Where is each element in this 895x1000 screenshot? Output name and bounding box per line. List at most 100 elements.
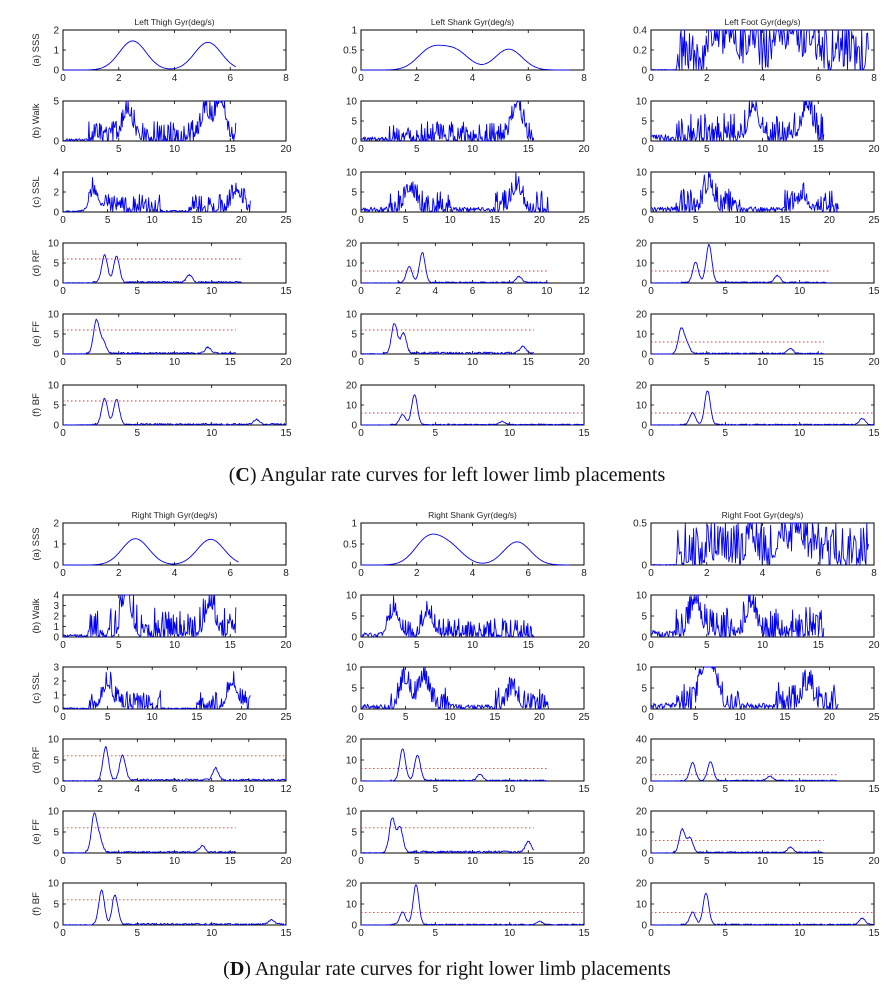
y-tick-label: 2 [53,519,59,530]
x-tick-label: 8 [283,73,289,84]
x-tick-label: 15 [868,428,880,439]
x-tick-label: 15 [868,784,880,795]
y-tick-label: 0 [351,561,357,572]
x-tick-label: 20 [868,357,880,368]
subplot-d-r3-c1: 0 5 10 15 0 10 20 [346,735,590,796]
x-tick-label: 10 [467,640,479,651]
x-tick-label: 6 [525,73,531,84]
x-tick-label: 12 [578,286,590,297]
y-tick-label: 0 [53,633,59,644]
subplot-d-r4-c2: 0 5 10 15 20 0 10 20 [636,807,880,868]
x-tick-label: 10 [757,144,769,155]
x-tick-label: 8 [581,568,587,579]
x-tick-label: 5 [135,928,141,939]
x-tick-label: 0 [60,784,66,795]
subplot-d-r5-c2: 0 5 10 15 0 10 20 [636,879,880,940]
signal-trace [62,812,236,854]
axes-frame [650,810,875,854]
signal-trace [360,252,548,284]
caption-d-text: Angular rate curves for right lower limb… [255,958,671,980]
signal-trace [360,394,585,426]
group-c-left-limb: Left Thigh Gyr(deg/s) Left Shank Gyr(deg/… [31,17,880,439]
x-tick-label: 5 [116,640,122,651]
y-tick-label: 0 [641,208,647,219]
subplot-d-r3-c0: (d) RF 0 2 4 6 8 10 12 0 5 10 [31,735,292,796]
subplot-d-r1-c1: 0 5 10 15 20 0 5 10 [346,591,590,652]
x-tick-label: 5 [414,856,420,867]
subplot-c-r3-c2: 0 5 10 15 0 10 20 [636,239,880,298]
x-tick-label: 5 [704,856,710,867]
x-tick-label: 15 [813,856,825,867]
x-tick-label: 25 [280,712,292,723]
y-tick-label: 1 [53,691,59,702]
x-tick-label: 15 [225,144,237,155]
x-tick-label: 5 [723,286,729,297]
signal-trace [650,100,825,142]
x-tick-label: 0 [358,640,364,651]
subplot-d-r0-c1: 0 2 4 6 8 0 0.5 1 [343,519,587,580]
y-tick-label: 0 [53,777,59,788]
y-tick-label: 10 [636,330,648,341]
y-tick-label: 0 [53,279,59,290]
y-tick-label: 0 [351,921,357,932]
x-tick-label: 8 [871,568,877,579]
x-tick-label: 4 [470,73,476,84]
x-tick-label: 0 [648,215,654,226]
x-tick-label: 5 [704,144,710,155]
y-tick-label: 20 [636,807,648,818]
y-tick-label: 5 [641,612,647,623]
x-tick-label: 15 [489,712,501,723]
x-tick-label: 0 [60,856,66,867]
row-label-4: (e) FF [31,819,42,845]
x-tick-label: 5 [433,784,439,795]
x-tick-label: 2 [704,73,710,84]
x-tick-label: 0 [648,568,654,579]
y-tick-label: 20 [636,381,648,392]
row-label-1: (b) Walk [31,103,42,138]
x-tick-label: 10 [541,286,553,297]
x-tick-label: 2 [395,286,401,297]
subplot-d-r5-c1: 0 5 10 15 0 10 20 [346,879,590,940]
x-tick-label: 10 [206,428,218,439]
x-tick-label: 8 [283,568,289,579]
x-tick-label: 5 [403,215,409,226]
x-tick-label: 12 [280,784,292,795]
x-tick-label: 15 [868,928,880,939]
subplot-d-r3-c2: 0 5 10 15 0 20 40 [636,735,880,796]
x-tick-label: 20 [824,712,836,723]
x-tick-label: 15 [225,357,237,368]
y-tick-label: 0 [53,208,59,219]
x-tick-label: 5 [723,784,729,795]
y-tick-label: 20 [346,381,358,392]
x-tick-label: 5 [704,357,710,368]
x-tick-label: 0 [60,712,66,723]
signal-trace [650,390,875,426]
x-tick-label: 20 [280,856,292,867]
signal-trace [62,318,237,355]
x-tick-label: 20 [578,357,590,368]
signal-trace [360,323,535,355]
y-tick-label: 10 [346,401,358,412]
x-tick-label: 15 [813,144,825,155]
y-tick-label: 5 [53,900,59,911]
y-tick-label: 20 [636,239,648,250]
y-tick-label: 0 [641,561,647,572]
signal-trace [62,538,239,566]
y-tick-label: 10 [636,259,648,270]
subplot-c-r0-c0: (a) SSS 0 2 4 6 8 0 1 2 [31,26,289,85]
x-tick-label: 6 [227,73,233,84]
y-tick-label: 10 [48,239,60,250]
x-tick-label: 0 [60,428,66,439]
row-label-5: (f) BF [31,892,42,916]
y-tick-label: 0 [641,921,647,932]
x-tick-label: 15 [813,357,825,368]
subplot-c-r2-c2: 0 5 10 15 20 25 0 5 10 [636,168,880,227]
y-tick-label: 5 [351,612,357,623]
y-tick-label: 0 [53,921,59,932]
x-tick-label: 8 [581,73,587,84]
x-tick-label: 15 [578,784,590,795]
y-tick-label: 10 [346,900,358,911]
signal-trace [62,745,287,782]
x-tick-label: 15 [779,712,791,723]
